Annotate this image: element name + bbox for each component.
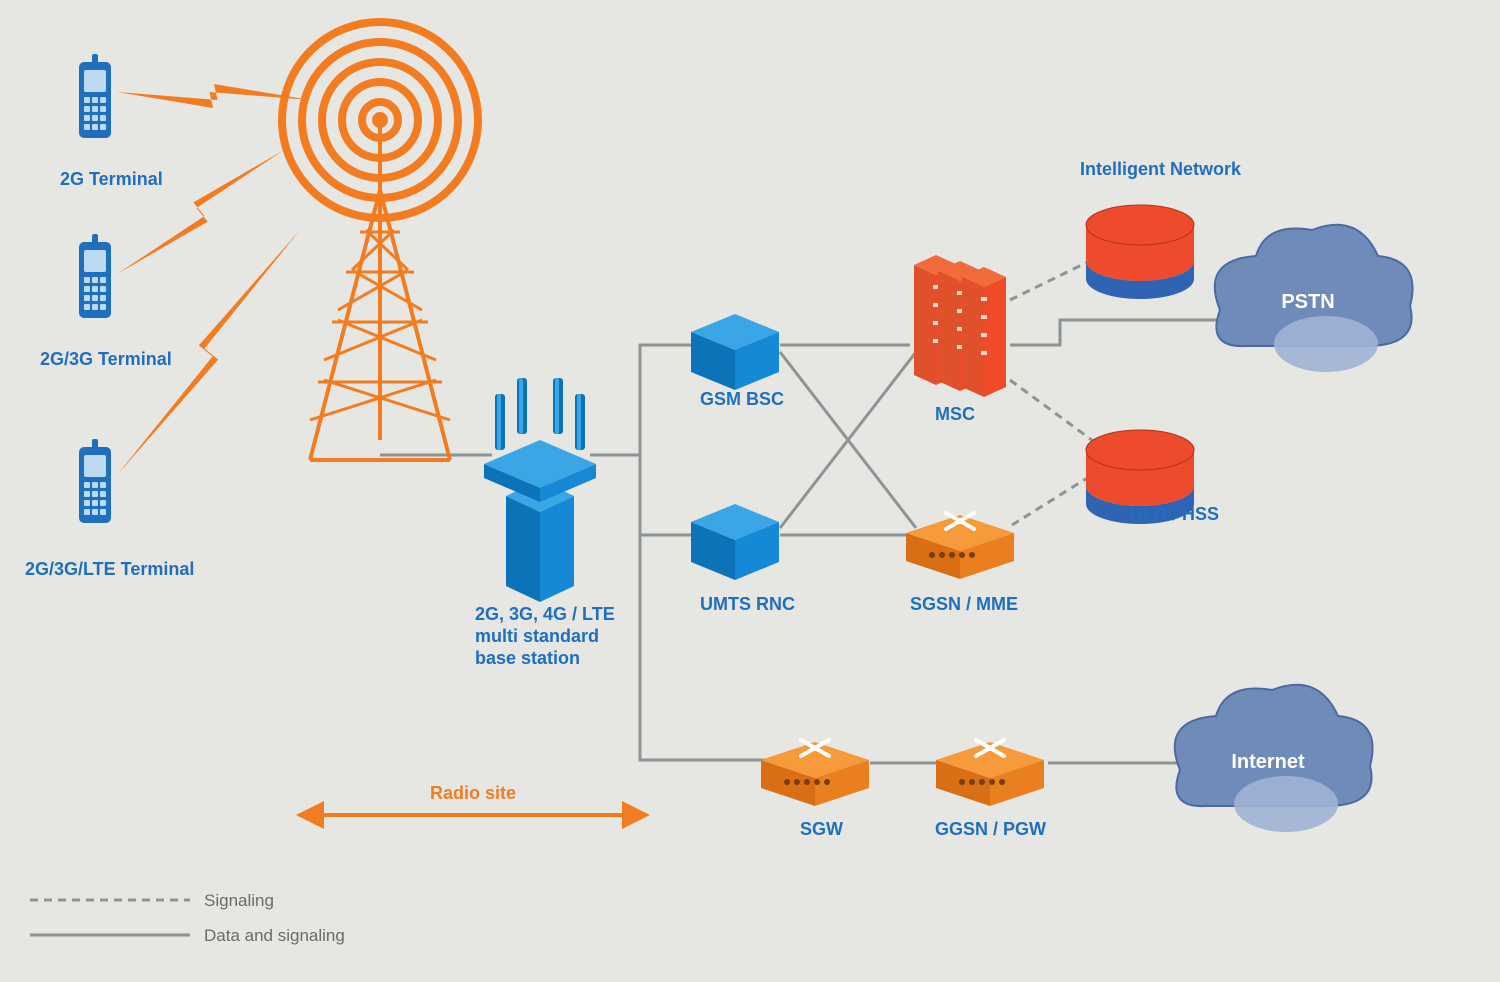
node-label: SGW <box>800 819 843 839</box>
node-label: GGSN / PGW <box>935 819 1046 839</box>
server-icon <box>914 255 1006 397</box>
node-label: MSC <box>935 404 975 424</box>
router-icon <box>761 740 869 806</box>
node-label: base station <box>475 648 580 668</box>
svg-text:Internet: Internet <box>1231 751 1305 773</box>
legend-data: Data and signaling <box>204 926 345 945</box>
node-label: GSM BSC <box>700 389 784 409</box>
node-label: SGSN / MME <box>910 594 1018 614</box>
tower-icon <box>282 22 478 460</box>
svg-text:PSTN: PSTN <box>1281 291 1334 313</box>
database-icon <box>1086 205 1194 299</box>
cloud-icon: PSTN <box>1215 225 1413 372</box>
node-label: 2G Terminal <box>60 169 163 189</box>
phone-icon <box>79 54 111 138</box>
router-icon <box>936 740 1044 806</box>
node-label: UMTS RNC <box>700 594 795 614</box>
radio-site-label: Radio site <box>430 783 516 803</box>
node-label: Intelligent Network <box>1080 159 1242 179</box>
cloud-icon: Internet <box>1175 685 1373 832</box>
node-label: HLR / HSS <box>1130 504 1219 524</box>
base-station-icon <box>484 378 596 602</box>
legend-signaling: Signaling <box>204 891 274 910</box>
connector <box>1010 380 1100 446</box>
router-icon <box>906 513 1014 579</box>
phone-icon <box>79 439 111 523</box>
node-label: 2G/3G Terminal <box>40 349 172 369</box>
node-label: 2G/3G/LTE Terminal <box>25 559 194 579</box>
phone-icon <box>79 234 111 318</box>
connector <box>590 345 700 455</box>
node-label: 2G, 3G, 4G / LTE <box>475 604 615 624</box>
connector <box>590 455 700 535</box>
node-label: multi standard <box>475 626 599 646</box>
connector <box>1010 320 1218 345</box>
